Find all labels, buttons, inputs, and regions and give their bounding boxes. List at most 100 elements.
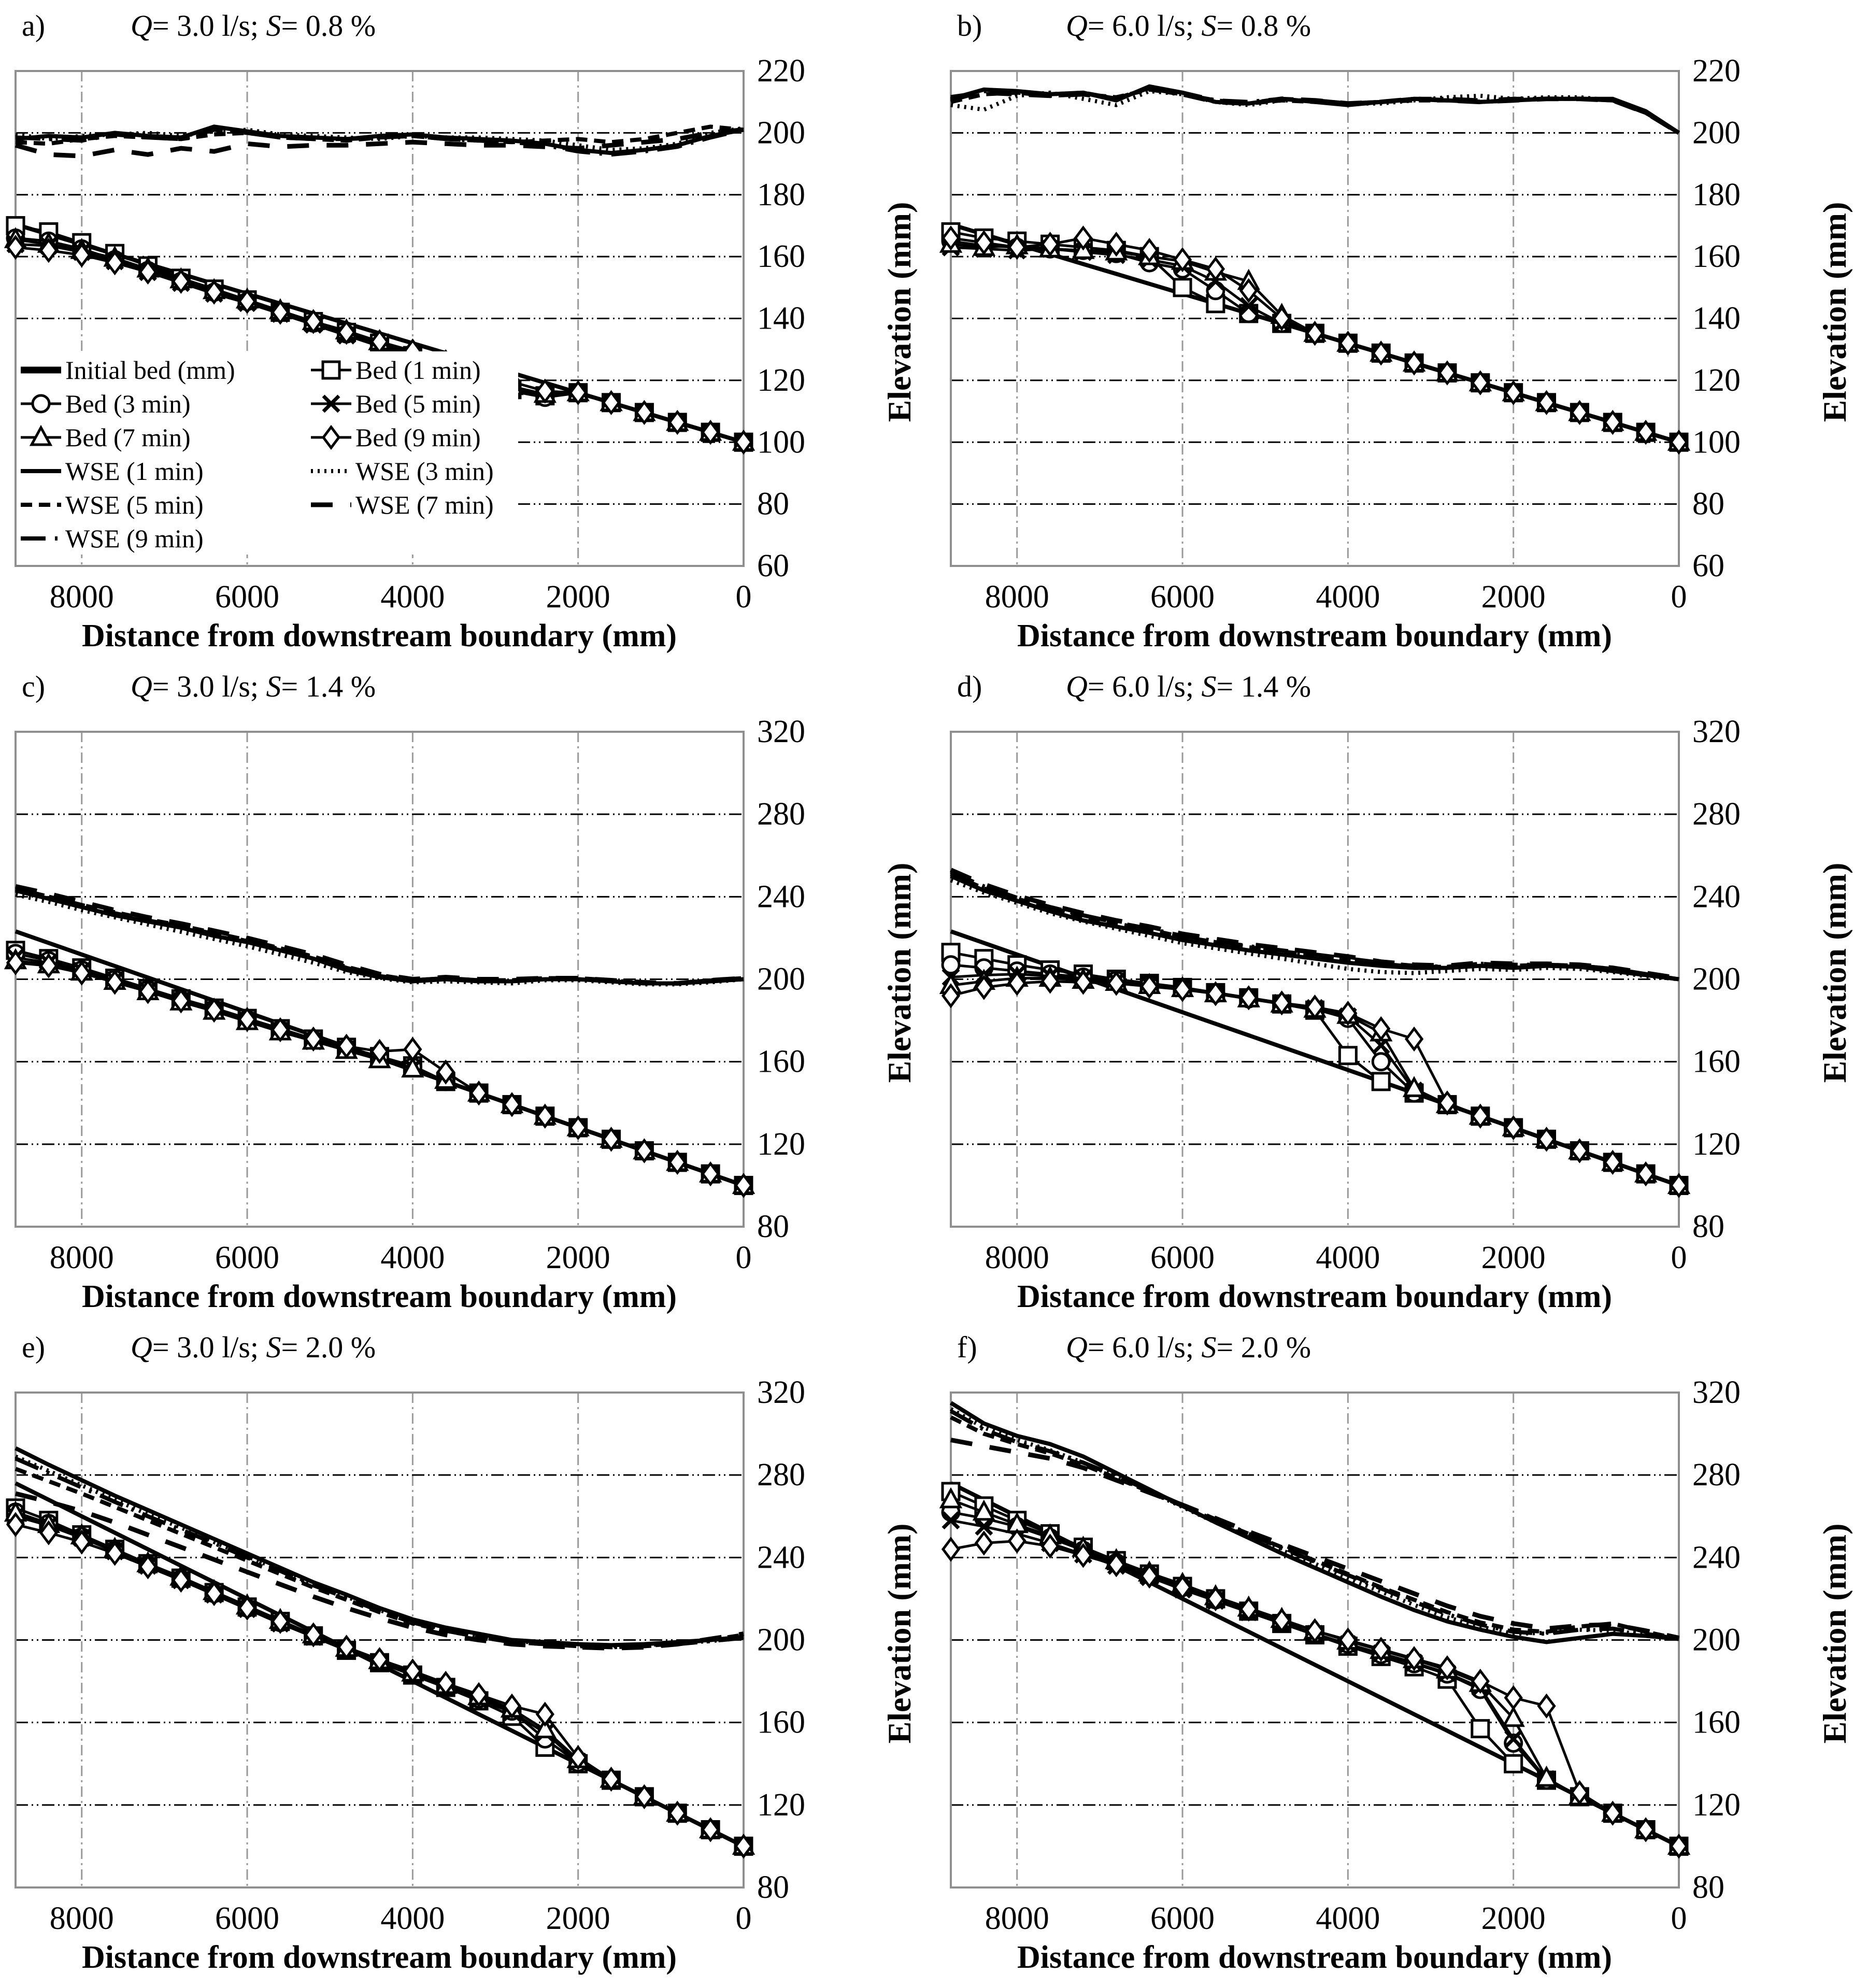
x-tick-label: 4000 <box>1316 579 1380 615</box>
panel-f-chart: 8000 6000 4000 2000 080 120 160 200 240 280 320 <box>939 1380 1741 1936</box>
series-line <box>950 1415 1679 1641</box>
marker-diamond <box>1206 981 1225 1006</box>
x-tick-label: 2000 <box>1481 1901 1546 1936</box>
title-q-symbol: Q <box>131 9 152 42</box>
y-tick-label: 240 <box>1692 879 1741 914</box>
series-line <box>949 1401 1679 1644</box>
legend-background <box>17 351 518 555</box>
marker-diamond <box>1107 232 1126 257</box>
marker-diamond <box>105 970 124 995</box>
marker-diamond <box>535 1701 554 1727</box>
series-line <box>950 86 1680 135</box>
y-tick-label: 120 <box>1692 1787 1741 1823</box>
y-tick-label: 200 <box>757 115 805 150</box>
marker-square <box>1504 1754 1523 1773</box>
marker-diamond <box>1570 400 1589 425</box>
marker-diamond <box>1570 1780 1589 1806</box>
x-tick-label: 6000 <box>1150 579 1215 615</box>
title-s-symbol: S <box>266 9 281 42</box>
marker-diamond <box>39 953 58 978</box>
marker-diamond <box>172 988 191 1014</box>
x-tick-label: 6000 <box>215 579 279 615</box>
legend-item-label: Initial bed (mm) <box>65 356 235 385</box>
marker-diamond <box>701 419 720 445</box>
legend-item-label: Bed (1 min) <box>355 356 481 385</box>
marker-diamond <box>1404 1026 1424 1052</box>
marker-square <box>1173 278 1192 297</box>
marker-diamond <box>72 242 91 268</box>
y-tick-label: 320 <box>757 1380 805 1410</box>
panel-e-chart: 8000 6000 4000 2000 080 120 160 200 240 280 320 <box>4 1380 805 1936</box>
y-tick-label: 220 <box>757 58 805 89</box>
title-q-symbol: Q <box>131 1330 152 1364</box>
y-tick-label: 160 <box>757 239 805 274</box>
marker-diamond <box>1239 1596 1258 1622</box>
x-tick-label: 6000 <box>215 1901 279 1936</box>
marker-diamond <box>1206 256 1225 282</box>
y-tick-label: 320 <box>1692 1380 1741 1410</box>
marker-diamond <box>39 1520 58 1545</box>
marker-diamond <box>1404 1646 1424 1671</box>
marker-diamond <box>6 235 25 260</box>
y-tick-label: 160 <box>757 1705 805 1740</box>
panel-e-title: e) Q= 3.0 l/s; S= 2.0 % <box>0 1324 933 1380</box>
marker-diamond <box>1272 1608 1291 1633</box>
panel-c-label: c) <box>22 670 46 703</box>
panel-a-label: a) <box>22 9 46 42</box>
marker-diamond <box>502 1092 522 1117</box>
marker-circle <box>1504 1733 1523 1753</box>
legend-item-label: WSE (1 min) <box>65 457 204 486</box>
y-tick-label: 180 <box>1692 177 1741 212</box>
marker-diamond <box>1437 1090 1457 1116</box>
legend-item-label: WSE (3 min) <box>355 457 494 486</box>
series-line <box>15 127 744 159</box>
marker-diamond <box>370 1039 389 1064</box>
series-line <box>950 1438 1679 1640</box>
x-tick-label: 4000 <box>380 1240 445 1275</box>
panel-c: c) Q= 3.0 l/s; S= 1.4 % 8000 6000 4000 2000 0… <box>0 663 933 1324</box>
marker-diamond <box>337 1033 356 1059</box>
series-line <box>15 1511 745 1848</box>
series-line <box>15 1523 745 1848</box>
plot-border <box>950 1391 1680 1888</box>
marker-diamond <box>1305 1618 1324 1643</box>
marker-diamond <box>568 1115 588 1141</box>
marker-diamond <box>1007 1528 1026 1554</box>
marker-triangle <box>972 1499 996 1521</box>
marker-diamond <box>6 1512 25 1537</box>
marker-diamond <box>535 378 554 404</box>
x-tick-label: 0 <box>736 579 752 615</box>
y-tick-label: 60 <box>757 548 789 584</box>
series-line <box>950 951 1679 1187</box>
marker-diamond <box>1372 1016 1391 1042</box>
marker-diamond <box>535 1103 554 1129</box>
marker-diamond <box>1603 409 1622 435</box>
y-tick-label: 140 <box>757 301 805 336</box>
x-tick-label: 0 <box>736 1240 752 1275</box>
marker-diamond <box>1603 1149 1622 1175</box>
x-tick-label: 6000 <box>1150 1901 1215 1936</box>
y-tick-label: 160 <box>757 1044 805 1080</box>
marker-diamond <box>1669 1834 1689 1859</box>
marker-diamond <box>974 230 993 255</box>
legend-item-label: WSE (9 min) <box>65 524 204 553</box>
marker-diamond <box>568 380 588 405</box>
title-s-symbol: S <box>1201 670 1217 703</box>
marker-diamond <box>304 1622 323 1648</box>
y-tick-label: 280 <box>1692 1457 1741 1493</box>
marker-diamond <box>1636 419 1656 445</box>
marker-diamond <box>138 1554 158 1580</box>
marker-diamond <box>205 1581 224 1607</box>
marker-diamond <box>602 390 621 416</box>
y-tick-label: 120 <box>757 1127 805 1162</box>
marker-diamond <box>321 424 341 450</box>
y-tick-label: 60 <box>1692 548 1724 584</box>
marker-diamond <box>1338 1627 1358 1653</box>
title-q-value: = 6.0 l/s; <box>1087 9 1202 42</box>
marker-diamond <box>974 975 993 1000</box>
y-tick-label: 180 <box>757 177 805 212</box>
marker-diamond <box>602 1766 621 1792</box>
marker-triangle <box>1535 1765 1558 1787</box>
marker-x <box>322 394 340 413</box>
title-q-value: = 3.0 l/s; <box>152 1330 266 1364</box>
